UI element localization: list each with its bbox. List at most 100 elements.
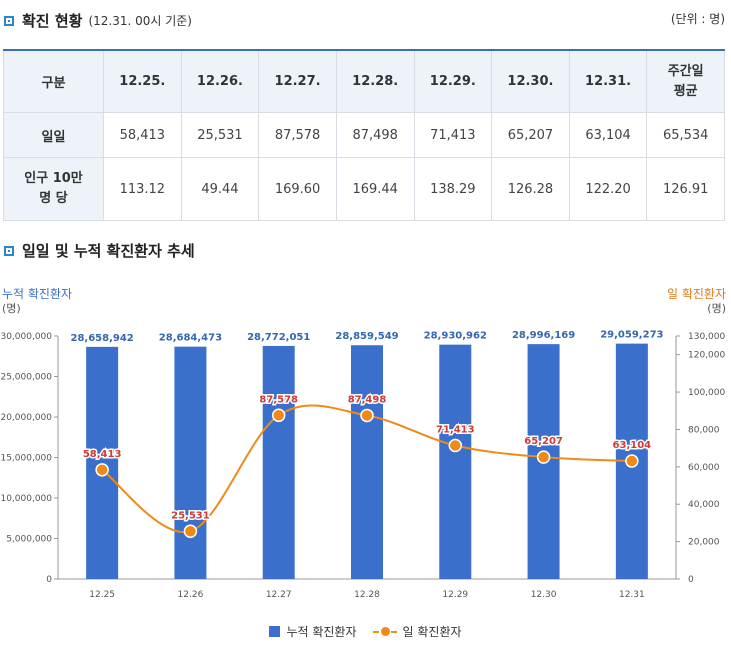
line-point-daily: [271, 408, 286, 423]
section-bullet-icon: [4, 245, 14, 256]
row-header: 인구 10만 명 당: [3, 157, 104, 221]
x-axis-tick-label: 12.25: [89, 590, 115, 600]
column-header: 12.27.: [258, 49, 337, 113]
left-axis-tick-label: 15,000,000: [0, 454, 52, 464]
column-header: 12.25.: [103, 49, 182, 113]
x-axis-tick-label: 12.31: [619, 590, 645, 600]
left-axis-tick-label: 10,000,000: [0, 494, 52, 504]
table-cell: 58,413: [103, 112, 182, 158]
legend-item-daily: 일 확진환자: [372, 623, 462, 640]
right-axis-tick-label: 0: [688, 575, 694, 585]
column-header: 12.29.: [413, 49, 493, 113]
right-axis-tick-label: 20,000: [688, 538, 720, 548]
confirmed-cases-table: 구분 12.25. 12.26. 12.27. 12.28. 12.29. 12…: [3, 49, 725, 221]
right-axis-tick-label: 120,000: [688, 351, 725, 361]
right-axis-tick-label: 130,000: [688, 332, 725, 342]
trend-section-header: 일일 및 누적 확진환자 추세: [4, 240, 195, 261]
column-header: 12.26.: [180, 49, 260, 113]
table-cell: 65,207: [491, 112, 570, 158]
x-axis-tick-label: 12.29: [442, 590, 468, 600]
bar-cumulative: [262, 345, 295, 579]
right-axis-tick-label: 60,000: [688, 463, 720, 473]
left-axis-title: 누적 확진환자: [2, 287, 72, 301]
column-header: 12.30.: [491, 49, 570, 113]
section-title: 확진 현황: [22, 12, 83, 30]
line-point-daily: [625, 454, 639, 468]
left-axis-tick-label: 0: [46, 575, 52, 585]
x-axis-tick-label: 12.27: [266, 590, 292, 600]
table-corner-header: 구분: [3, 49, 104, 113]
right-axis-unit: (명): [707, 302, 726, 315]
line-value-label: 87,578: [259, 394, 298, 405]
x-axis-tick-label: 12.26: [178, 590, 204, 600]
status-section-header: 확진 현황 (12.31. 00시 기준): [4, 10, 192, 31]
table-cell: 169.44: [335, 157, 415, 221]
table-row: 인구 10만 명 당 113.12 49.44 169.60 169.44 13…: [3, 157, 725, 221]
line-value-label: 87,498: [348, 394, 387, 405]
right-axis-tick-label: 80,000: [688, 425, 720, 435]
cases-trend-chart: 누적 확진환자 (명) 일 확진환자 (명) 0 5,000,000 10,000,…: [0, 287, 726, 600]
legend-line-swatch: [372, 626, 397, 637]
table-cell: 126.28: [491, 157, 570, 221]
legend-bar-swatch: [269, 626, 281, 637]
table-cell: 122.20: [568, 157, 648, 221]
table-cell-average: 65,534: [646, 112, 725, 158]
bar-value-label: 28,658,942: [71, 333, 134, 344]
left-axis-tick-label: 20,000,000: [0, 413, 52, 423]
column-header: 12.31.: [568, 49, 648, 113]
right-axis-tick-label: 40,000: [688, 500, 720, 510]
table-cell: 25,531: [180, 112, 260, 158]
bar-value-label: 28,996,169: [512, 330, 575, 341]
bar-value-label: 28,772,051: [247, 332, 310, 343]
legend-item-cumulative: 누적 확진환자: [269, 623, 357, 640]
table-cell: 63,104: [568, 112, 648, 158]
section-subtitle: (12.31. 00시 기준): [88, 14, 192, 28]
right-axis-title: 일 확진환자: [667, 287, 726, 301]
bar-value-label: 29,059,273: [600, 330, 663, 341]
table-cell-average: 126.91: [646, 157, 725, 221]
row-header: 일일: [3, 112, 104, 158]
bar-value-label: 28,930,962: [424, 331, 487, 342]
table-cell: 169.60: [258, 157, 337, 221]
legend-label: 일 확진환자: [402, 625, 462, 639]
table-header-row: 구분 12.25. 12.26. 12.27. 12.28. 12.29. 12…: [3, 49, 725, 113]
weekly-average-header: 주간일 평균: [646, 49, 725, 113]
bar-cumulative: [439, 344, 472, 579]
weekly-average-header-text: 주간일 평균: [667, 63, 704, 99]
line-point-daily: [95, 463, 109, 477]
table-cell: 87,498: [335, 112, 415, 158]
bar-value-label: 28,684,473: [159, 333, 222, 344]
bar-cumulative: [86, 346, 119, 579]
table-cell: 138.29: [413, 157, 493, 221]
column-header: 12.28.: [335, 49, 415, 113]
x-axis-tick-label: 12.30: [531, 590, 557, 600]
line-value-label: 63,104: [613, 440, 652, 451]
table-row: 일일 58,413 25,531 87,578 87,498 71,413 65…: [3, 112, 725, 158]
table-cell: 71,413: [413, 112, 493, 158]
left-axis-unit: (명): [2, 302, 21, 315]
left-axis-tick-label: 25,000,000: [0, 373, 52, 383]
table-cell: 49.44: [180, 157, 260, 221]
line-value-label: 58,413: [83, 449, 122, 460]
table-cell: 113.12: [103, 157, 182, 221]
table-cell: 87,578: [258, 112, 337, 158]
left-axis-tick-label: 5,000,000: [6, 535, 52, 545]
bar-cumulative: [174, 346, 207, 579]
line-point-daily: [448, 438, 463, 453]
bar-cumulative: [351, 345, 383, 579]
left-axis-tick-label: 30,000,000: [0, 332, 52, 342]
line-value-label: 25,531: [171, 510, 210, 521]
section-title: 일일 및 누적 확진환자 추세: [22, 242, 195, 260]
x-axis-tick-label: 12.28: [354, 590, 380, 600]
bar-value-label: 28,859,549: [335, 331, 398, 342]
line-value-label: 65,207: [524, 436, 563, 447]
legend-label: 누적 확진환자: [286, 625, 357, 639]
row-header-text: 인구 10만 명 당: [24, 171, 83, 206]
line-point-daily: [360, 408, 374, 423]
line-value-label: 71,413: [436, 425, 475, 436]
unit-label: (단위 : 명): [670, 12, 725, 26]
line-point-daily: [183, 524, 198, 539]
chart-legend: 누적 확진환자 일 확진환자: [0, 623, 731, 640]
section-bullet-icon: [4, 15, 14, 26]
line-point-daily: [536, 450, 551, 464]
